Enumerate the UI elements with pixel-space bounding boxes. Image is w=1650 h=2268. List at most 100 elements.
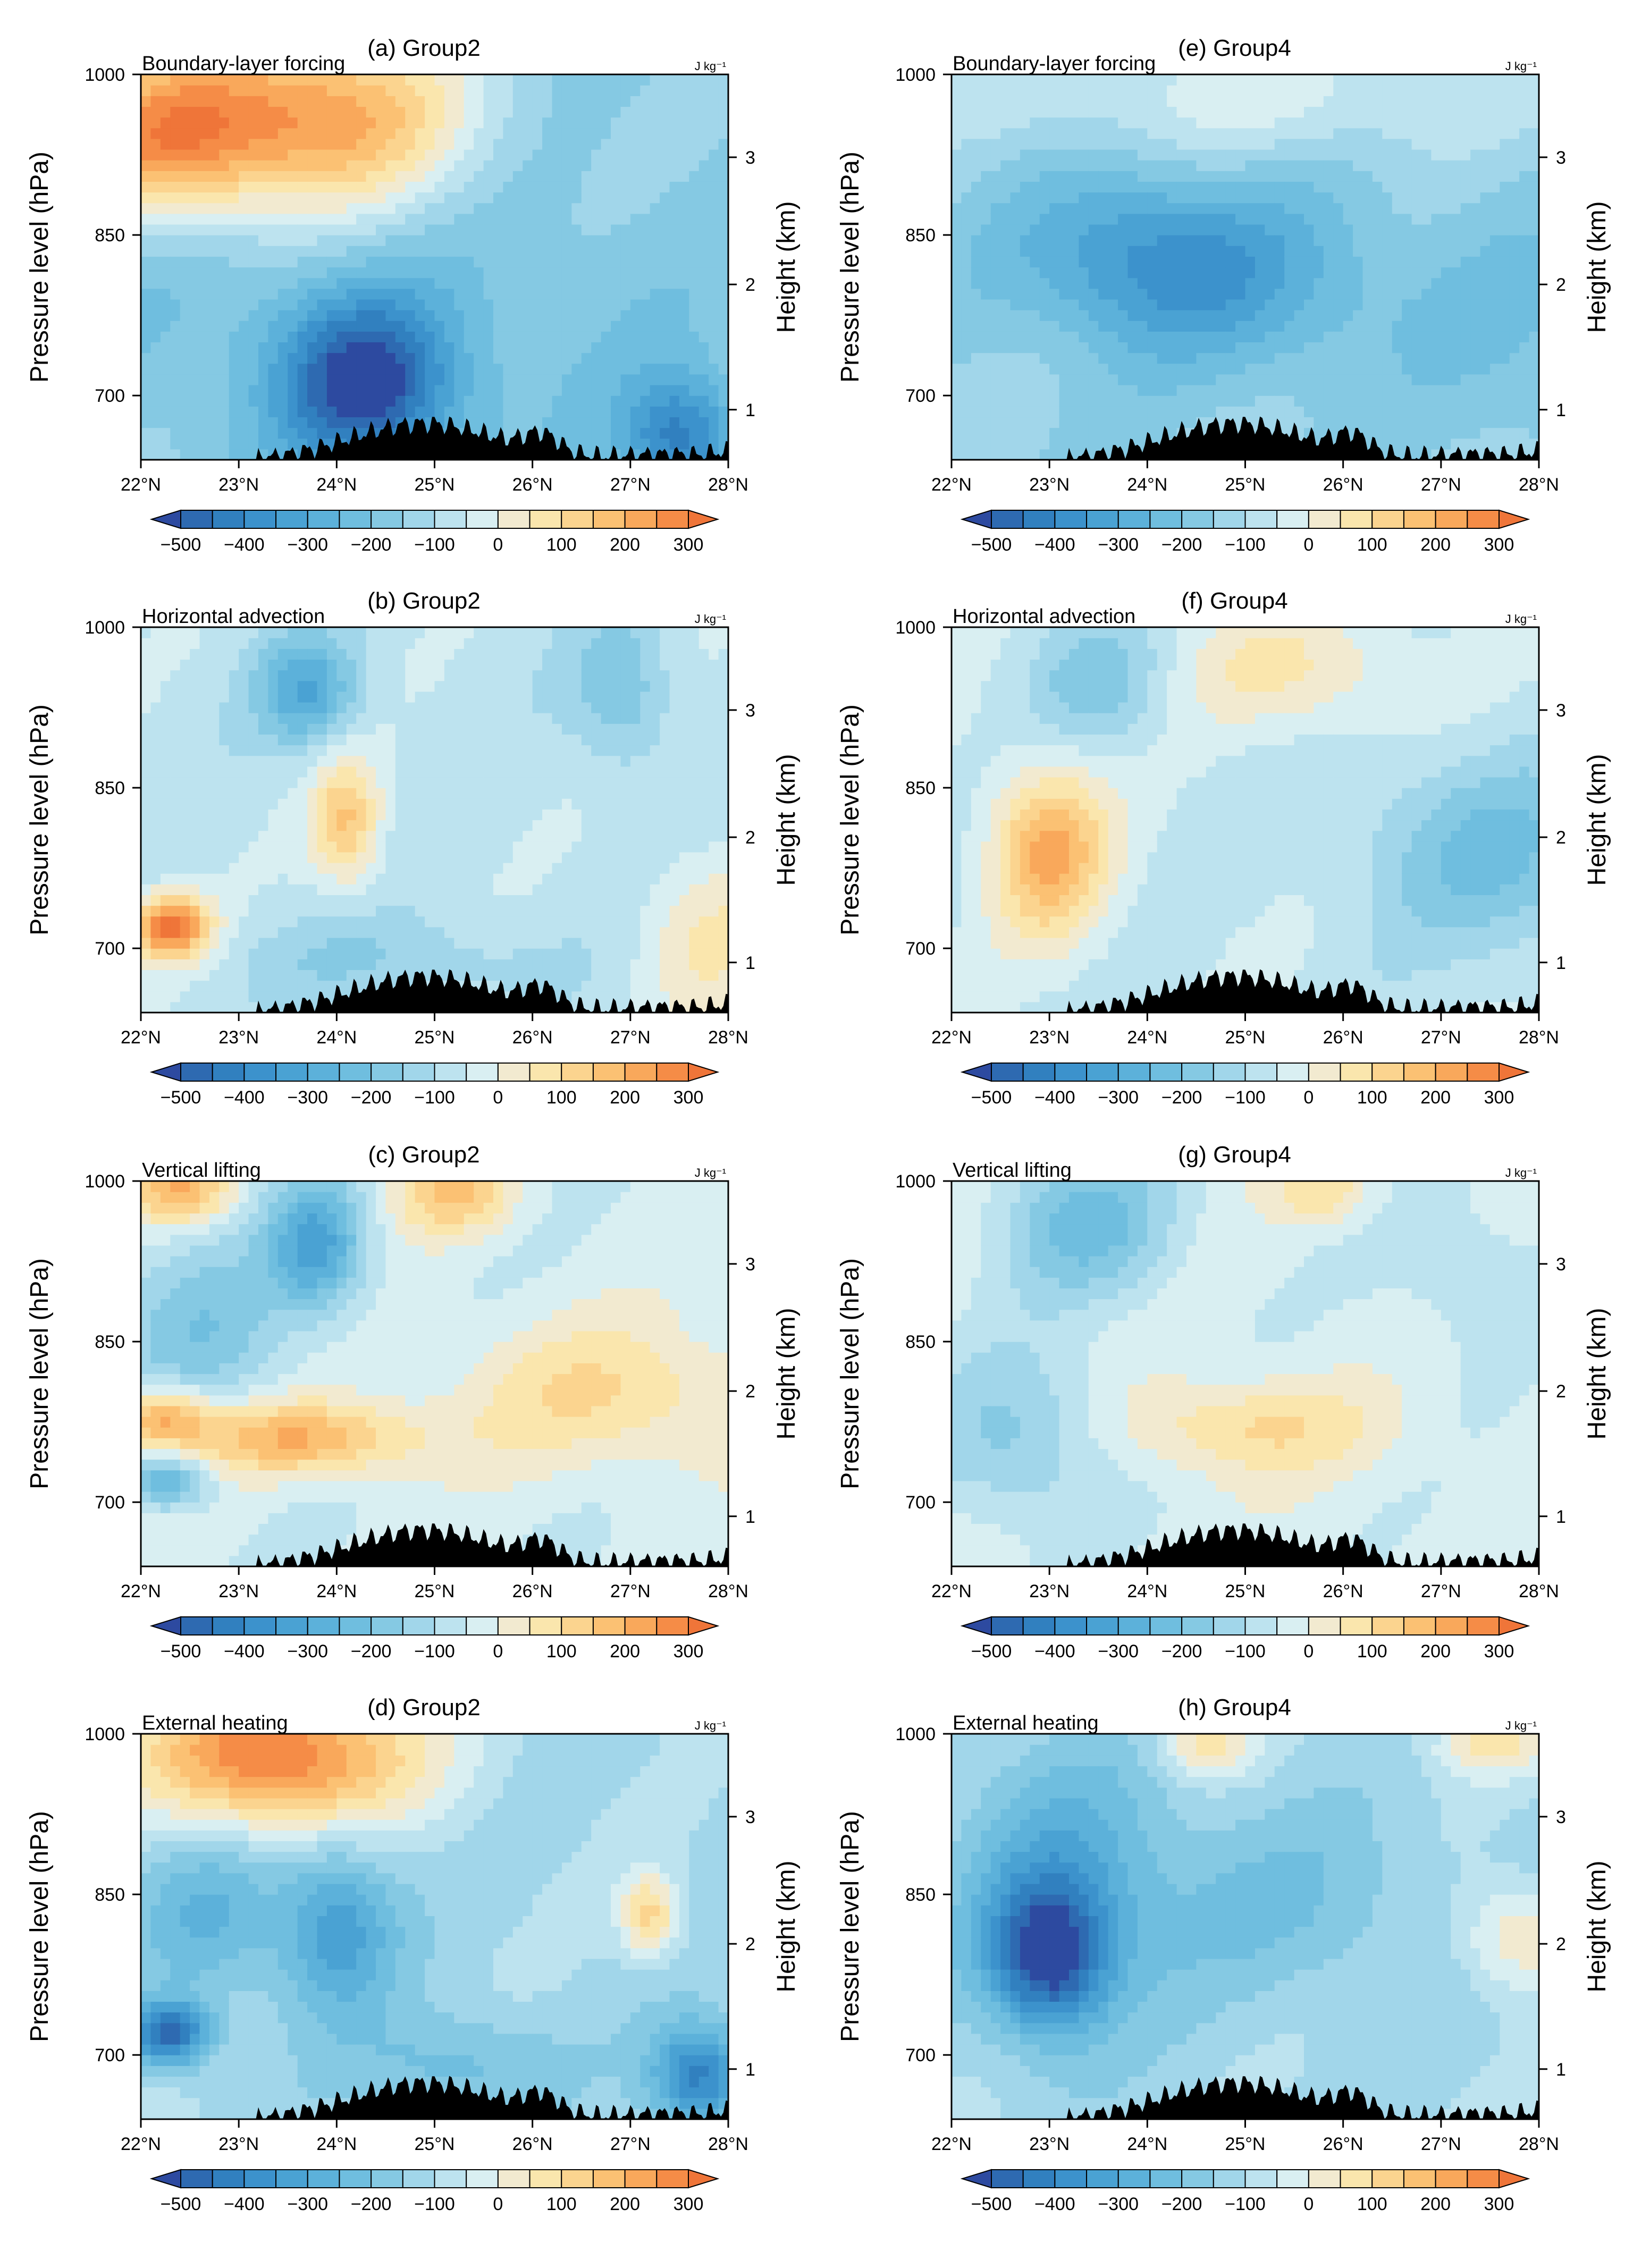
colorbar-label: 200 xyxy=(610,535,640,555)
lat-tick-label: 22°N xyxy=(931,475,972,495)
field-cell xyxy=(1412,353,1422,364)
field-cell xyxy=(1421,385,1432,396)
field-cell xyxy=(239,85,249,96)
field-cell xyxy=(366,139,376,150)
field-cell xyxy=(1255,289,1265,300)
field-cell xyxy=(1402,117,1412,129)
field-cell xyxy=(1069,256,1079,267)
field-cell xyxy=(1069,353,1079,364)
field-cell xyxy=(278,299,288,310)
field-cell xyxy=(385,267,395,279)
field-cell xyxy=(395,128,406,139)
field-cell xyxy=(552,353,562,364)
field-cell xyxy=(219,224,229,235)
colorbar-box xyxy=(1182,510,1214,528)
field-cell xyxy=(209,809,220,820)
field-cell xyxy=(180,906,190,917)
field-cell xyxy=(190,884,200,895)
field-cell xyxy=(454,321,464,332)
field-cell xyxy=(523,299,533,310)
field-cell xyxy=(1441,321,1451,332)
field-cell xyxy=(971,417,981,428)
field-cell xyxy=(513,278,523,289)
field-cell xyxy=(1206,96,1216,107)
field-cell xyxy=(1196,106,1206,117)
field-cell xyxy=(395,299,406,310)
field-cell xyxy=(1324,395,1334,407)
field-cell xyxy=(1333,299,1343,310)
field-cell xyxy=(1451,395,1461,407)
field-cell xyxy=(484,342,494,353)
field-cell xyxy=(1275,149,1285,161)
field-cell xyxy=(670,439,680,450)
field-cell xyxy=(719,192,729,204)
colorbar-label: −400 xyxy=(224,535,265,555)
field-cell xyxy=(1441,74,1451,86)
field-cell xyxy=(1128,395,1138,407)
field-cell xyxy=(1011,235,1021,246)
field-cell xyxy=(670,192,680,204)
field-cell xyxy=(1294,128,1304,139)
field-cell xyxy=(719,417,729,428)
field-cell xyxy=(1392,364,1402,375)
field-cell xyxy=(1441,128,1451,139)
field-cell xyxy=(258,831,268,842)
field-cell xyxy=(288,353,298,364)
field-cell xyxy=(288,224,298,235)
field-cell xyxy=(200,117,210,129)
field-cell xyxy=(170,788,180,799)
field-cell xyxy=(444,364,454,375)
field-cell xyxy=(552,128,562,139)
field-cell xyxy=(180,106,190,117)
field-cell xyxy=(1118,192,1128,204)
field-cell xyxy=(405,181,415,192)
field-cell xyxy=(327,267,337,279)
field-cell xyxy=(1138,364,1148,375)
field-cell xyxy=(161,96,171,107)
field-cell xyxy=(650,106,660,117)
field-cell xyxy=(650,428,660,439)
field-cell xyxy=(288,289,298,300)
field-cell xyxy=(258,670,268,681)
field-cell xyxy=(630,299,641,310)
field-cell xyxy=(1451,289,1461,300)
field-cell xyxy=(209,627,220,638)
field-cell xyxy=(1235,331,1245,342)
field-cell xyxy=(288,321,298,332)
field-cell xyxy=(562,203,572,214)
field-cell xyxy=(141,449,151,460)
field-cell xyxy=(307,428,317,439)
field-cell xyxy=(1235,128,1245,139)
field-cell xyxy=(1011,85,1021,96)
field-cell xyxy=(1118,74,1128,86)
field-cell xyxy=(601,417,611,428)
field-cell xyxy=(278,798,288,810)
field-cell xyxy=(464,278,474,289)
field-cell xyxy=(288,171,298,182)
field-cell xyxy=(670,256,680,267)
field-cell xyxy=(219,353,229,364)
field-cell xyxy=(385,235,395,246)
field-cell xyxy=(1304,117,1314,129)
field-cell xyxy=(376,364,386,375)
field-cell xyxy=(1519,331,1529,342)
field-cell xyxy=(1314,203,1324,214)
field-cell xyxy=(1079,224,1089,235)
field-cell xyxy=(961,214,971,225)
field-cell xyxy=(161,417,171,428)
field-cell xyxy=(1314,278,1324,289)
field-cell xyxy=(640,439,650,450)
field-cell xyxy=(356,139,366,150)
field-cell xyxy=(1402,395,1412,407)
field-cell xyxy=(1245,74,1256,86)
field-cell xyxy=(484,224,494,235)
field-cell xyxy=(298,385,308,396)
field-cell xyxy=(1089,235,1099,246)
field-cell xyxy=(239,406,249,417)
field-cell xyxy=(562,160,572,171)
field-cell xyxy=(150,353,161,364)
field-cell xyxy=(161,299,171,310)
field-cell xyxy=(278,723,288,735)
field-cell xyxy=(1089,406,1099,417)
